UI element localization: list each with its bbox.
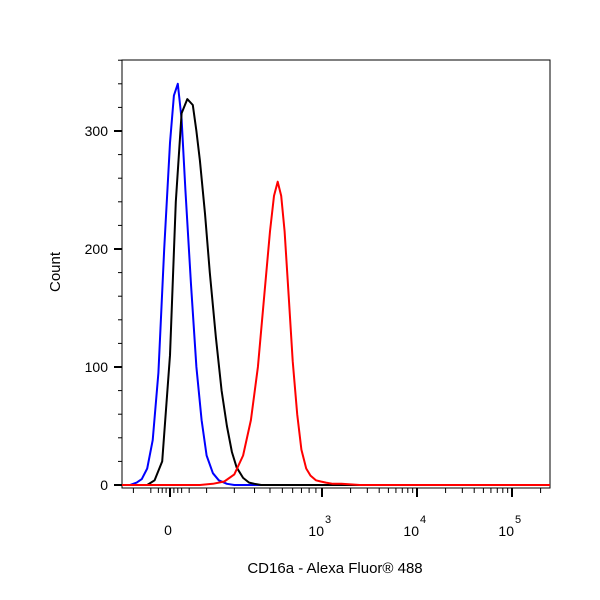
y-axis-ticks: 0 100 200 300	[85, 59, 122, 493]
y-tick-label: 200	[85, 241, 109, 257]
y-axis-title: Count	[47, 251, 64, 292]
series-line-1	[122, 98, 550, 486]
series-line-0	[122, 82, 550, 486]
x-tick-label: 10	[498, 523, 514, 539]
x-tick-exponent: 5	[515, 514, 521, 526]
x-tick-exponent: 3	[325, 514, 331, 526]
x-tick-label: 10	[308, 523, 324, 539]
y-tick-label: 0	[100, 477, 108, 493]
series-layer	[122, 82, 550, 486]
x-tick-label: 10	[403, 523, 419, 539]
x-tick-exponent: 4	[420, 514, 426, 526]
x-axis-title: CD16a - Alexa Fluor® 488	[247, 560, 422, 577]
y-tick-label: 100	[85, 359, 109, 375]
x-tick-label: 0	[164, 522, 172, 538]
plot-frame	[121, 59, 551, 489]
y-tick-label: 300	[85, 123, 109, 139]
series-line-2	[122, 180, 550, 486]
